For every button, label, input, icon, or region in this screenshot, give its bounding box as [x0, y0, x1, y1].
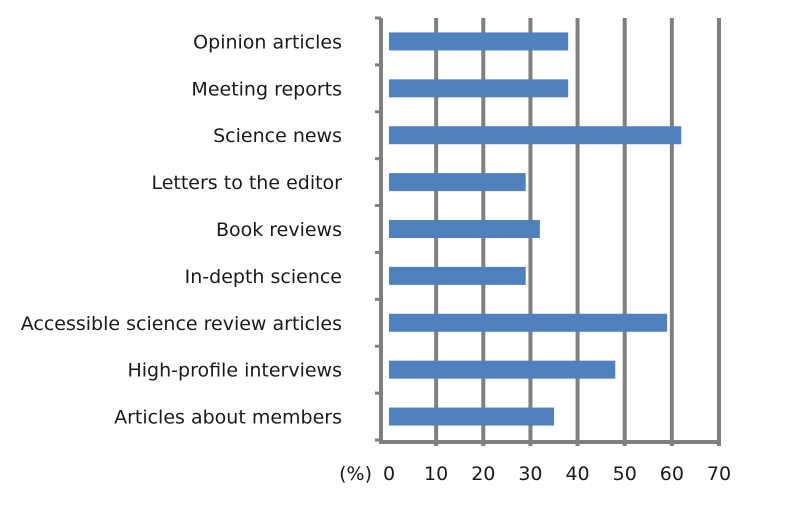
label-layer: 0 10 20 30 40 50 60 70 Opinion articles Meeting r…: [21, 31, 731, 485]
category-label: Science news: [213, 125, 342, 147]
category-label: Opinion articles: [193, 31, 342, 53]
category-label: Meeting reports: [191, 78, 342, 100]
category-label: High-profile interviews: [127, 360, 342, 382]
x-tick-label-40: 40: [565, 463, 589, 485]
x-tick-label-10: 10: [424, 463, 448, 485]
bar-meeting-reports: [389, 79, 569, 98]
bar-book-reviews: [389, 220, 540, 238]
category-label: Articles about members: [114, 407, 342, 429]
bar-in-depth-science: [389, 266, 526, 285]
bar-accessible-science-review-articles: [389, 313, 668, 332]
x-tick-label-20: 20: [471, 463, 495, 485]
category-label: In-depth science: [185, 266, 342, 288]
bar-opinion-articles: [389, 32, 569, 51]
category-label: Letters to the editor: [151, 172, 342, 194]
bar-articles-about-members: [389, 407, 554, 426]
x-tick-label-30: 30: [518, 463, 542, 485]
x-tick-label-50: 50: [613, 463, 637, 485]
category-label: Accessible science review articles: [21, 313, 342, 335]
axis-layer: [375, 16, 719, 444]
bar-science-news: [389, 126, 682, 145]
x-tick-label-70: 70: [707, 463, 731, 485]
bar-high-profile-interviews: [389, 360, 616, 379]
x-tick-label-0: 0: [383, 463, 395, 485]
bar-letters-to-the-editor: [389, 173, 526, 192]
x-tick-label-60: 60: [660, 463, 684, 485]
bar-layer: [389, 32, 682, 426]
category-label: Book reviews: [216, 219, 342, 241]
x-axis-unit-label: (%): [339, 463, 372, 485]
